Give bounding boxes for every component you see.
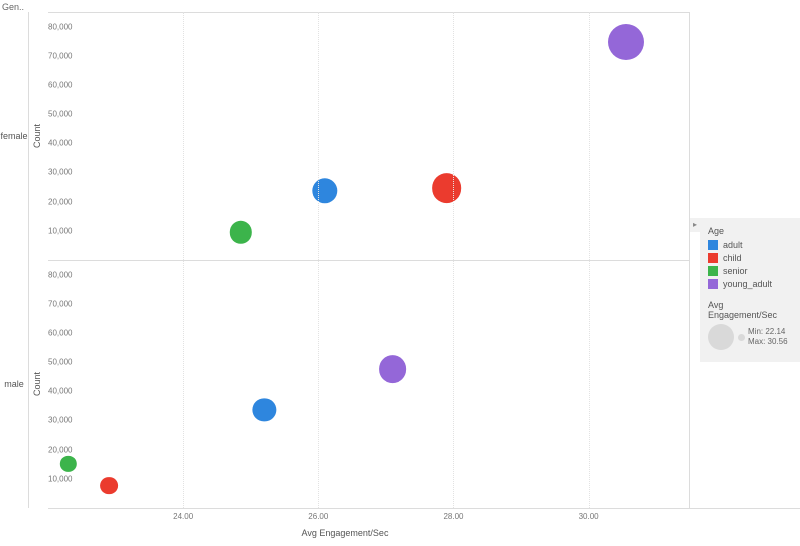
y-axis-title-male: Count — [28, 260, 46, 508]
y-axis-title-female: Count — [28, 12, 46, 260]
y-tick-label: 20,000 — [48, 197, 72, 206]
y-tick-label: 10,000 — [48, 226, 72, 235]
y-tick-label: 50,000 — [48, 358, 72, 367]
legend-item-young_adult[interactable]: young_adult — [708, 279, 792, 289]
x-tick-label: 26.00 — [308, 512, 328, 521]
row-label-male: male — [0, 260, 29, 508]
plot-area-male[interactable] — [48, 260, 690, 508]
facet-panels: female Count male Count — [0, 12, 690, 508]
legend-title-age: Age — [708, 226, 792, 236]
y-tick-label: 70,000 — [48, 299, 72, 308]
legend-item-senior[interactable]: senior — [708, 266, 792, 276]
x-axis-baseline — [48, 508, 800, 509]
y-tick-label: 50,000 — [48, 110, 72, 119]
data-point-child[interactable] — [432, 173, 462, 203]
data-point-senior[interactable] — [229, 221, 251, 243]
legend-item-label: senior — [723, 266, 748, 276]
y-tick-label: 20,000 — [48, 445, 72, 454]
legend-size-demo: Min: 22.14 Max: 30.56 — [708, 324, 792, 352]
legend-item-label: child — [723, 253, 742, 263]
x-axis-title: Avg Engagement/Sec — [0, 528, 690, 538]
legend-item-child[interactable]: child — [708, 253, 792, 263]
data-point-senior[interactable] — [60, 456, 76, 472]
legend-size-text: Min: 22.14 Max: 30.56 — [748, 327, 788, 347]
legend-items: adult child senior young_adult — [708, 240, 792, 289]
data-point-young_adult[interactable] — [608, 24, 644, 60]
legend-title-size: Avg Engagement/Sec — [708, 300, 792, 320]
x-gridline — [183, 12, 184, 508]
y-tick-label: 80,000 — [48, 22, 72, 31]
y-tick-label: 40,000 — [48, 387, 72, 396]
panel-female: female Count — [0, 12, 690, 260]
legend-item-adult[interactable]: adult — [708, 240, 792, 250]
legend-collapse-icon[interactable]: ▸ — [690, 218, 700, 232]
y-tick-label: 70,000 — [48, 51, 72, 60]
y-tick-label: 10,000 — [48, 474, 72, 483]
chart-root: Gen.. female Count male Count Avg Engage… — [0, 0, 800, 546]
legend-swatch-icon — [708, 279, 718, 289]
y-tick-label: 60,000 — [48, 80, 72, 89]
y-tick-label: 30,000 — [48, 416, 72, 425]
legend-swatch-icon — [708, 240, 718, 250]
legend-panel: Age adult child senior young_adult Avg Enga… — [700, 218, 800, 362]
x-gridline — [589, 12, 590, 508]
x-gridline — [318, 12, 319, 508]
legend-item-label: adult — [723, 240, 743, 250]
x-tick-label: 24.00 — [173, 512, 193, 521]
panel-male: male Count — [0, 260, 690, 508]
x-gridline — [453, 12, 454, 508]
y-tick-label: 80,000 — [48, 270, 72, 279]
y-tick-label: 60,000 — [48, 328, 72, 337]
x-tick-label: 30.00 — [579, 512, 599, 521]
facet-column-header: Gen.. — [2, 2, 24, 12]
legend-size-min-icon — [738, 334, 745, 341]
plot-area-female[interactable] — [48, 12, 690, 260]
data-point-young_adult[interactable] — [379, 355, 407, 383]
x-tick-label: 28.00 — [443, 512, 463, 521]
data-point-child[interactable] — [100, 477, 118, 495]
legend-size-max-icon — [708, 324, 734, 350]
data-point-adult[interactable] — [253, 398, 276, 421]
legend-item-label: young_adult — [723, 279, 772, 289]
legend-swatch-icon — [708, 266, 718, 276]
legend-swatch-icon — [708, 253, 718, 263]
data-point-adult[interactable] — [312, 178, 337, 203]
y-tick-label: 30,000 — [48, 168, 72, 177]
y-tick-label: 40,000 — [48, 139, 72, 148]
row-label-female: female — [0, 12, 29, 260]
